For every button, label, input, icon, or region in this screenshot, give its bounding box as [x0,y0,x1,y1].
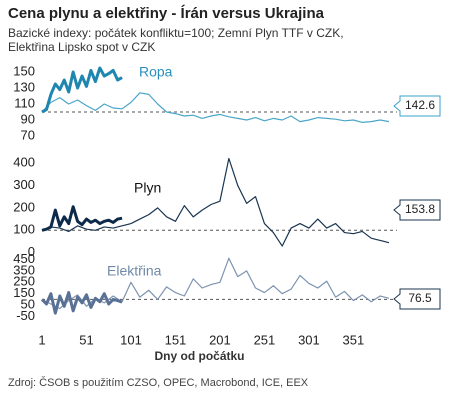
y-tick-label: 150 [13,63,35,78]
y-tick-label: 350 [13,262,35,277]
y-tick-label: 400 [13,154,35,169]
series-label: Elektřina [107,263,162,279]
y-tick-label: 250 [13,274,35,289]
data-line [41,92,390,124]
y-tick-label: 150 [13,285,35,300]
y-tick-label: 90 [21,111,35,126]
source: Zdroj: ČSOB s použitím CZSO, OPEC, Macro… [8,376,309,389]
end-label: 76.5 [408,291,432,305]
end-label-box [393,288,441,310]
x-tick-label: 201 [209,332,231,347]
series-label: Ropa [139,64,173,80]
data-line [41,157,390,247]
end-label-box [393,199,441,221]
x-tick-label: 351 [343,332,365,347]
x-tick-label: 1 [38,332,45,347]
x-tick-label: 301 [298,332,320,347]
title: Cena plynu a elektřiny - Írán versus Ukr… [8,5,324,22]
y-tick-label: -50 [16,308,35,323]
y-tick-label: 50 [21,297,35,312]
x-tick-label: 101 [120,332,142,347]
data-line [41,205,123,232]
y-tick-label: 300 [13,177,35,192]
x-tick-label: 51 [79,332,93,347]
data-line [40,291,123,315]
y-tick-label: 110 [14,95,35,110]
y-tick-label: 450 [13,251,35,266]
y-tick-label: 70 [21,127,35,142]
y-tick-label: 200 [13,199,35,214]
subtitle: Bazické indexy: počátek konfliktu=100; Z… [8,26,344,54]
series-label: Plyn [134,180,161,196]
end-label: 142.6 [405,98,435,112]
y-tick-label: 130 [13,79,35,94]
x-axis-label: Dny od počátku [154,349,244,363]
y-tick-label: 0 [28,244,35,259]
end-label-box [393,95,441,117]
data-line [41,66,123,114]
end-label: 153.8 [405,202,435,216]
x-tick-label: 251 [254,332,276,347]
x-tick-label: 151 [165,332,187,347]
y-tick-label: 100 [13,222,35,237]
